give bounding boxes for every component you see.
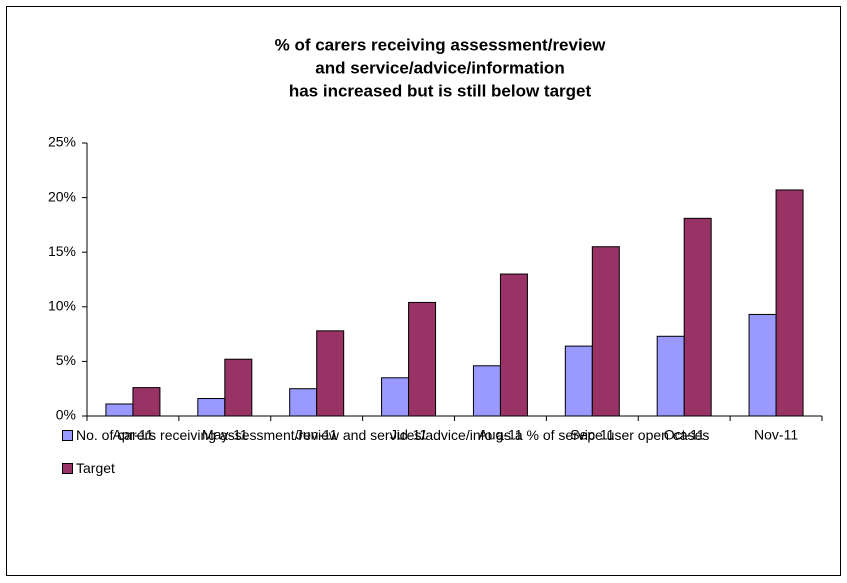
bar	[748, 313, 777, 417]
bar	[775, 189, 804, 417]
y-tick-label: 20%	[48, 188, 76, 204]
y-tick-label: 10%	[48, 298, 76, 314]
x-tick-label: Oct-11	[664, 427, 705, 443]
bar	[472, 365, 501, 417]
legend-label: No. of carers receiving assessment/revie…	[76, 427, 710, 443]
bar	[197, 398, 226, 417]
chart-title: has increased but is still below target	[289, 81, 592, 100]
y-tick-label: 5%	[56, 352, 76, 368]
legend-swatch	[62, 463, 73, 474]
y-tick-label: 15%	[48, 243, 76, 259]
x-tick-label: Nov-11	[754, 427, 798, 443]
bar	[564, 345, 593, 417]
legend-item: Target	[62, 459, 832, 478]
x-tick-label: Apr-11	[112, 427, 153, 443]
x-tick-label: Jun-11	[296, 427, 338, 443]
bar	[105, 403, 134, 417]
chart-title: % of carers receiving assessment/review	[275, 35, 607, 54]
bar	[591, 246, 620, 417]
x-tick-label: Sep-11	[570, 427, 614, 443]
legend: No. of carers receiving assessment/revie…	[62, 426, 832, 492]
x-tick-label: May-11	[202, 427, 248, 443]
bar	[132, 387, 161, 417]
legend-label: Target	[76, 460, 115, 476]
y-tick-label: 25%	[48, 134, 76, 150]
bar	[499, 273, 528, 417]
x-tick-label: Jul-11	[390, 427, 427, 443]
chart-title: and service/advice/information	[315, 58, 564, 77]
bar	[408, 301, 437, 417]
bar	[316, 330, 345, 417]
bar	[289, 388, 318, 417]
bar	[656, 335, 685, 417]
legend-item: No. of carers receiving assessment/revie…	[62, 426, 832, 445]
y-tick-label: 0%	[56, 407, 76, 423]
bar	[683, 217, 712, 417]
legend-swatch	[62, 430, 73, 441]
bar	[381, 377, 410, 417]
bar	[224, 358, 253, 417]
x-tick-label: Aug-11	[478, 427, 522, 443]
